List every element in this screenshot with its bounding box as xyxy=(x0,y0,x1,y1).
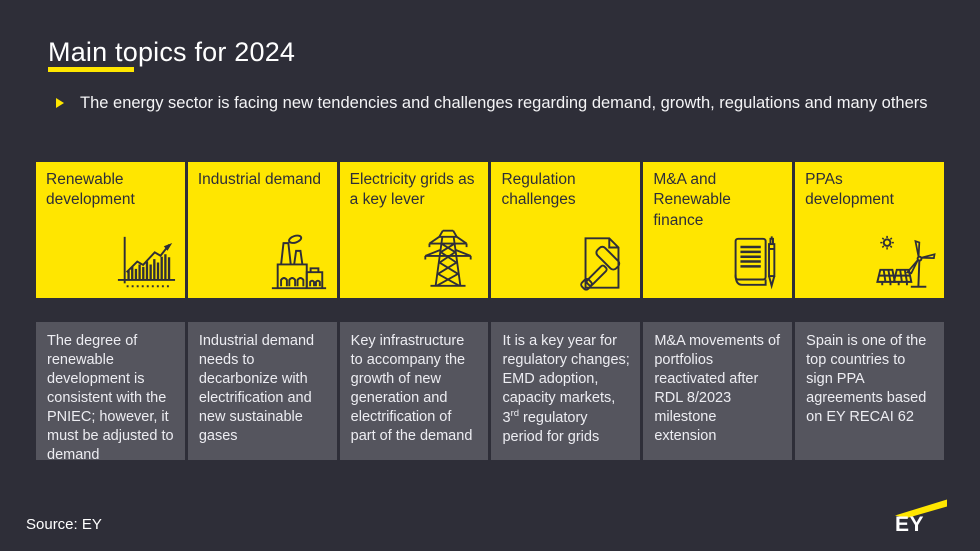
detail-card-renewable-development: The degree of renewable development is c… xyxy=(36,322,185,460)
bullet-arrow-icon xyxy=(56,98,64,108)
topic-card-industrial-demand: Industrial demand xyxy=(187,162,337,298)
ey-logo: EY xyxy=(893,498,949,542)
topic-card-ma-renewable-finance: M&A and Renewable finance xyxy=(643,162,793,298)
topic-card-renewable-development: Renewable development xyxy=(36,162,185,298)
detail-card-text: The degree of renewable development is c… xyxy=(47,333,174,460)
detail-card-text: It is a key year for regulatory changes;… xyxy=(502,333,630,445)
factory-icon xyxy=(271,234,326,290)
detail-card-electricity-grids: Key infrastructure to accompany the grow… xyxy=(339,322,489,460)
title-underline xyxy=(48,67,134,72)
gavel-document-icon xyxy=(580,237,621,291)
topic-card-title: Electricity grids as a key lever xyxy=(349,171,475,209)
detail-card-regulation-challenges: It is a key year for regulatory changes;… xyxy=(491,322,641,460)
detail-card-text: Spain is one of the top countries to sig… xyxy=(806,333,927,425)
source-note: Source: EY xyxy=(26,516,102,533)
topic-card-title: M&A and Renewable finance xyxy=(653,171,731,229)
page-title: Main topics for 2024 xyxy=(48,37,296,68)
topic-card-title: Industrial demand xyxy=(197,171,322,188)
detail-card-text: Key infrastructure to accompany the grow… xyxy=(350,333,473,444)
topic-card-ppas-development: PPAs development xyxy=(795,162,944,298)
detail-card-ppas-development: Spain is one of the top countries to sig… xyxy=(795,322,944,460)
detail-card-text: M&A movements of portfolios reactivated … xyxy=(654,333,781,444)
detail-card-ma-renewable-finance: M&A movements of portfolios reactivated … xyxy=(643,322,793,460)
topic-card-title: Regulation challenges xyxy=(501,171,576,209)
bar-chart-growth-icon xyxy=(117,236,175,288)
transmission-tower-icon xyxy=(424,229,473,287)
topic-grid: Renewable development Industrial demand xyxy=(36,162,944,460)
topic-card-title: PPAs development xyxy=(805,171,894,209)
ey-logo-text: EY xyxy=(895,513,925,536)
detail-card-text: Industrial demand needs to decarbonize w… xyxy=(198,333,315,444)
intro-bullet-row: The energy sector is facing new tendenci… xyxy=(56,90,936,117)
topic-card-electricity-grids: Electricity grids as a key lever xyxy=(339,162,489,298)
topic-card-regulation-challenges: Regulation challenges xyxy=(491,162,641,298)
solar-wind-turbine-icon xyxy=(876,235,936,288)
ey-logo-beam-icon xyxy=(895,499,947,518)
topic-card-title: Renewable development xyxy=(46,171,135,209)
notebook-pen-icon xyxy=(734,236,776,290)
intro-bullet-text: The energy sector is facing new tendenci… xyxy=(80,94,928,112)
detail-card-industrial-demand: Industrial demand needs to decarbonize w… xyxy=(187,322,337,460)
